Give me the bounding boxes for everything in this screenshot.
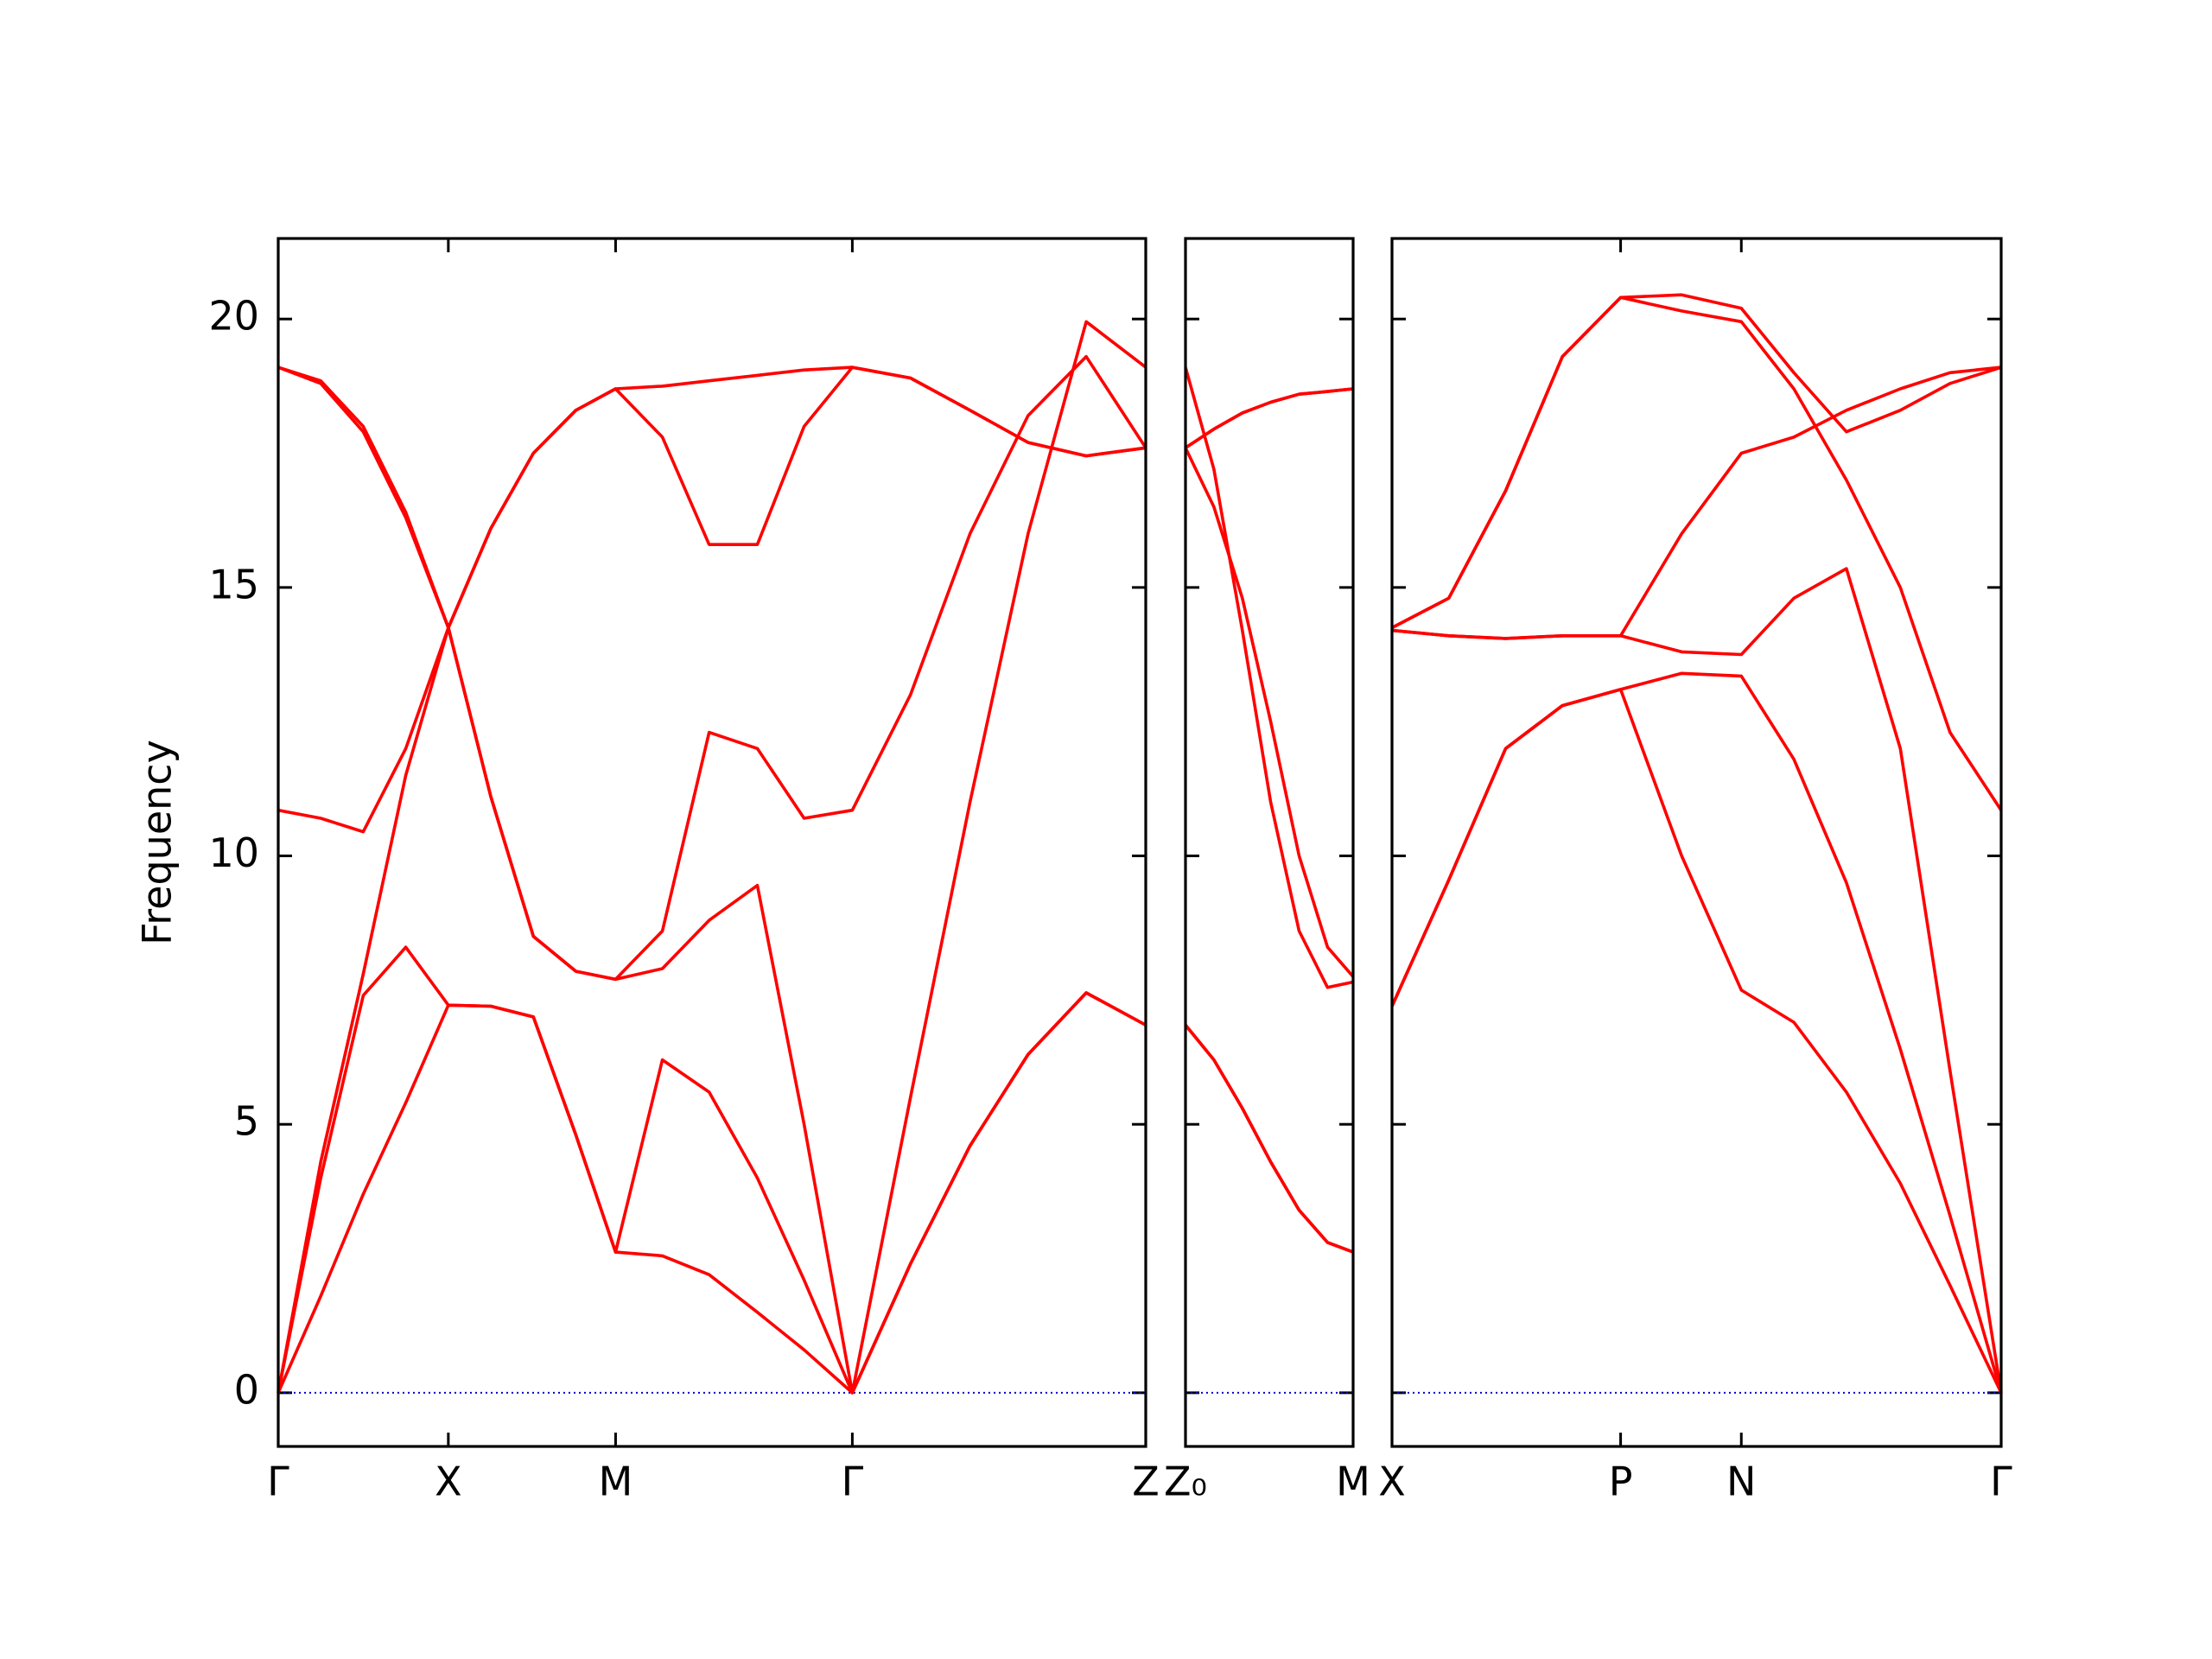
axes-frame xyxy=(1390,237,2003,1448)
band-line xyxy=(1184,1024,1354,1254)
x-tick-label: P xyxy=(1609,1459,1633,1505)
band-line xyxy=(1391,365,2002,640)
band-line xyxy=(1185,387,1354,449)
band-line xyxy=(1184,1024,1354,1254)
band-line xyxy=(1391,296,2003,811)
band-line xyxy=(276,945,1147,1395)
band-line xyxy=(1184,447,1355,978)
y-axis-label: Frequency xyxy=(134,740,181,945)
x-tick-label: X xyxy=(1378,1459,1406,1505)
x-tick-label: Z xyxy=(1132,1459,1160,1505)
band-line xyxy=(276,320,1147,1395)
x-tick-label: Z₀ xyxy=(1164,1459,1207,1505)
axes-frame xyxy=(276,237,1147,1448)
x-tick-label: M xyxy=(1336,1459,1370,1505)
band-line xyxy=(277,365,1147,630)
y-tick-label: 20 xyxy=(208,293,259,340)
band-line xyxy=(1184,366,1354,989)
y-tick-label: 10 xyxy=(208,830,259,876)
band-line xyxy=(1390,671,2003,1394)
x-tick-label: Γ xyxy=(842,1459,864,1505)
band-line xyxy=(1391,293,2002,630)
band-line xyxy=(276,991,1147,1395)
x-tick-label: X xyxy=(435,1459,462,1505)
band-line xyxy=(1391,567,2003,1394)
band-line xyxy=(277,354,1147,982)
x-tick-label: M xyxy=(599,1459,633,1505)
x-tick-label: N xyxy=(1726,1459,1756,1505)
y-tick-label: 5 xyxy=(234,1098,259,1145)
band-line xyxy=(1390,688,2003,1394)
y-tick-label: 15 xyxy=(208,561,259,607)
axes-frame xyxy=(1184,237,1355,1448)
y-tick-label: 0 xyxy=(234,1366,259,1413)
band-line xyxy=(1185,387,1354,449)
x-tick-label: Γ xyxy=(267,1459,289,1505)
x-tick-label: Γ xyxy=(1990,1459,2012,1505)
